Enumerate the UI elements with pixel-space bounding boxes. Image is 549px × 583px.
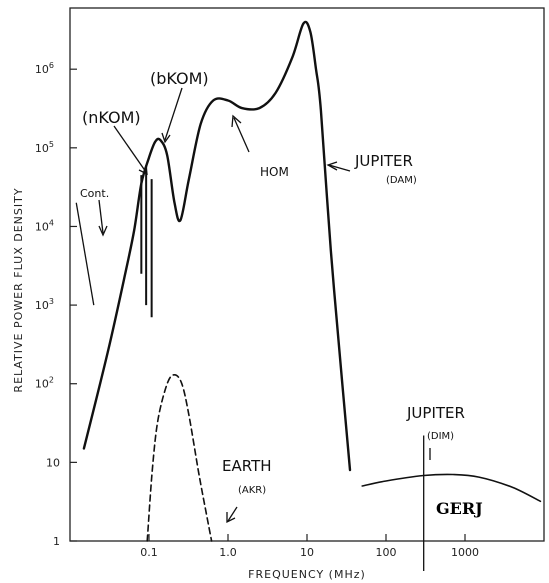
y-axis-ticks: 1 10 102 103 104 105 106 [35,61,77,548]
gerj-label: GERJ [436,499,483,518]
cont-label: Cont. [80,187,109,200]
dam-arrowhead [326,161,338,171]
cont-arrowhead [98,225,108,237]
y-axis-title: RELATIVE POWER FLUX DENSITY [12,187,25,392]
nkom-arrow [113,125,147,173]
jupiter-dim-label: JUPITER [406,404,465,422]
hom-arrow [233,117,250,153]
akr-arrow [227,506,238,522]
earth-akr-line [146,374,213,542]
x-tick-label: 10 [300,546,314,559]
bkom-label: (bKOM) [150,69,209,88]
nkom-arrowhead [138,165,148,176]
dam-arrow [328,164,351,172]
y-tick-label: 102 [35,376,54,391]
y-tick-label: 10 [46,456,60,469]
x-tick-label: 1.0 [219,546,237,559]
y-tick-label: 106 [35,61,54,76]
cont-line [75,202,95,306]
akr-label: (AKR) [238,485,266,496]
x-tick-label: 100 [376,546,397,559]
spectrum-line-main [82,20,352,472]
bkom-arrow [164,87,183,141]
series-layer [75,20,542,571]
nkom-label: (nKOM) [82,108,141,127]
y-tick-label: 105 [35,140,54,155]
x-axis-ticks: 0.1 1.0 10 100 1000 [140,534,479,559]
akr-arrowhead [226,512,236,524]
jupiter-dam-label: JUPITER [354,152,413,170]
hom-arrowhead [231,114,242,128]
y-tick-label: 104 [35,218,54,233]
bkom-arrowhead [161,132,171,144]
dim-label: (DIM) [427,431,454,442]
y-tick-label: 1 [53,535,60,548]
hom-label: HOM [260,165,289,179]
y-tick-label: 103 [35,297,54,312]
dam-label: (DAM) [386,175,417,186]
x-tick-label: 1000 [451,546,479,559]
cont-arrow [98,199,104,234]
annotation-arrows [98,87,431,524]
x-tick-label: 0.1 [140,546,158,559]
earth-label: EARTH [222,457,272,475]
x-axis-title: FREQUENCY (MHz) [248,568,366,581]
jupiter-dim-line [361,473,542,503]
plot-frame [69,7,545,542]
